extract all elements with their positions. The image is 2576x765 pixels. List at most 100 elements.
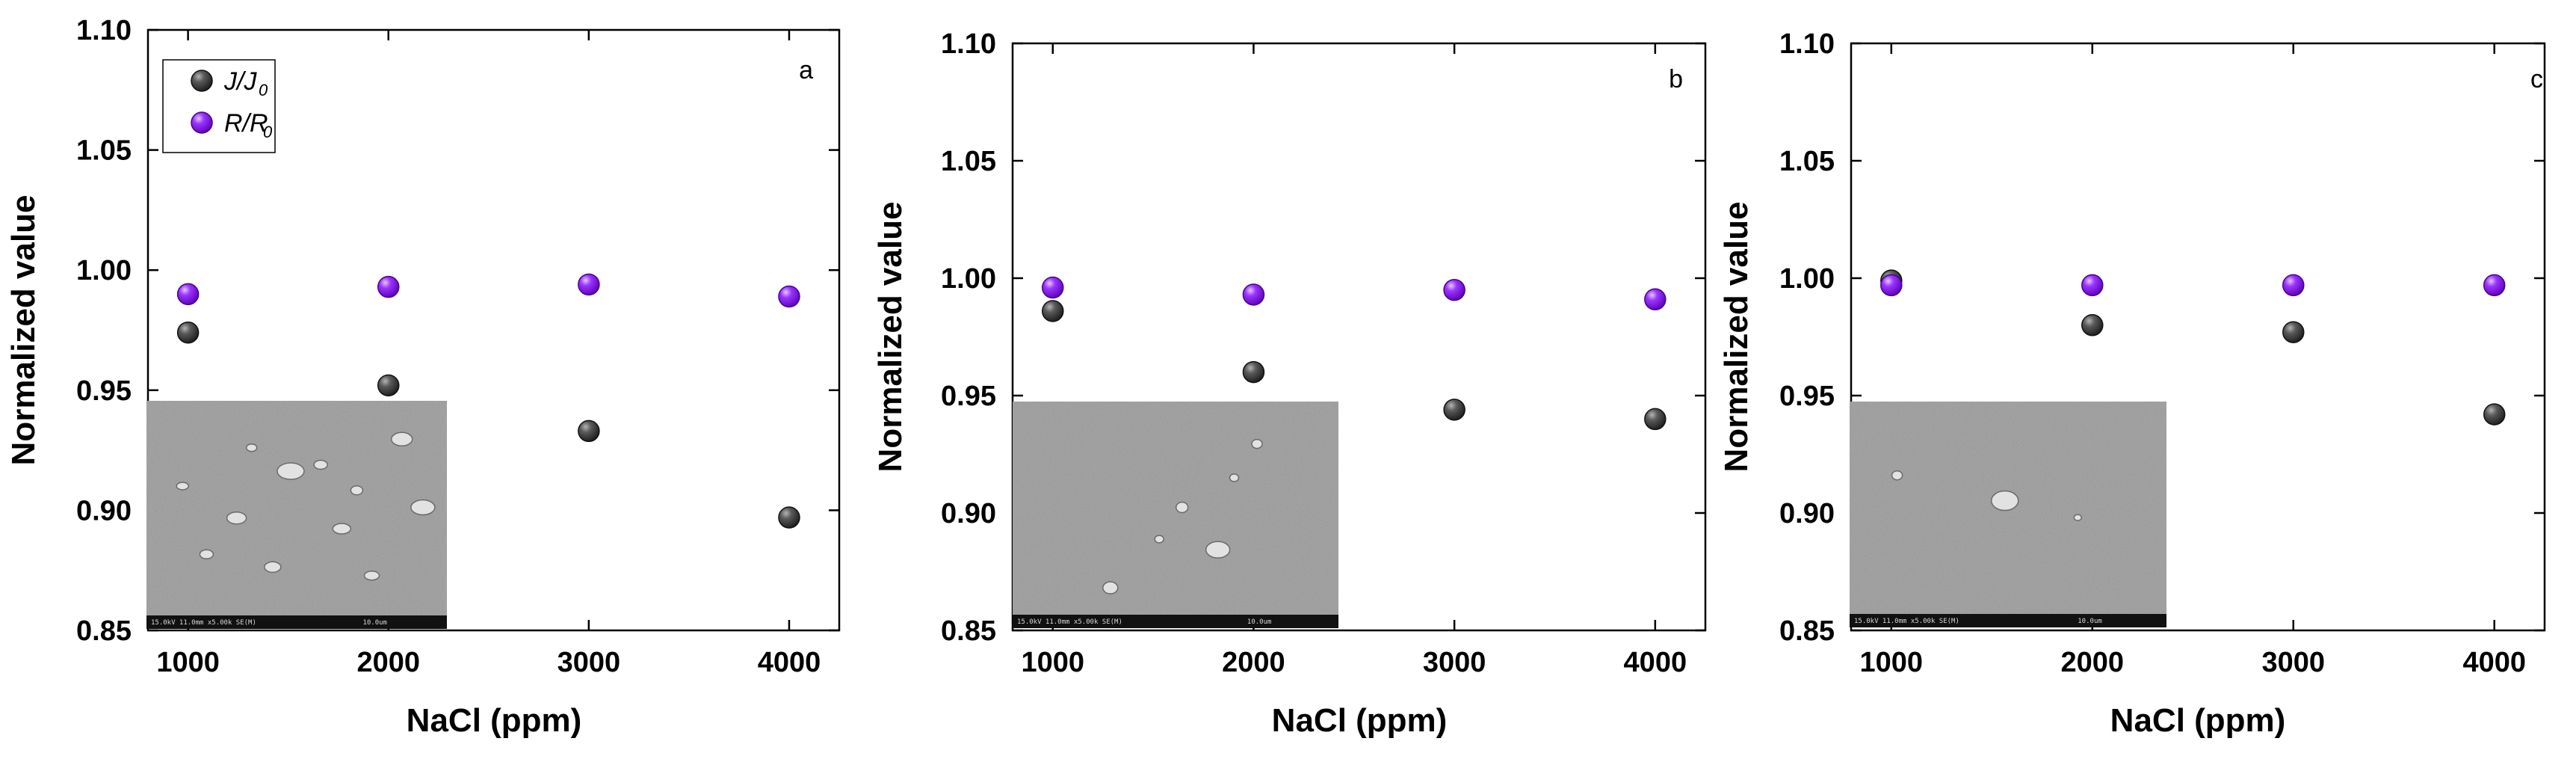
data-point-jj0 [2081, 314, 2104, 337]
legend-marker-jj0 [191, 70, 213, 92]
data-point-rr0 [778, 285, 800, 308]
sem-particle [363, 570, 380, 581]
sem-caption: 15.0kV 11.0mm x5.00k SE(M) [1017, 618, 1122, 626]
plot-frame [1011, 42, 1707, 632]
y-tick-label: 1.00 [941, 263, 996, 295]
x-tick-label: 1000 [1860, 647, 1924, 678]
data-point-rr0 [578, 273, 600, 296]
y-tick-label: 1.05 [941, 146, 996, 177]
sem-particle [264, 561, 282, 574]
sem-image-texture [1850, 402, 2166, 627]
sem-scale-label: 10.0um [2078, 618, 2102, 625]
x-tick-label: 4000 [1624, 647, 1687, 678]
data-point-jj0 [778, 506, 800, 529]
x-tick-label: 4000 [758, 647, 821, 678]
sem-particle [313, 459, 328, 470]
sem-inset: 15.0kV 11.0mm x5.00k SE(M) 10.0um [146, 401, 447, 629]
sem-particle [1205, 541, 1231, 559]
y-tick-label: 0.90 [1779, 498, 1835, 529]
y-tick-label: 0.85 [76, 615, 132, 647]
data-point-jj0 [377, 374, 400, 397]
data-point-rr0 [1880, 274, 1903, 297]
panel-letter: c [2530, 65, 2543, 93]
data-point-rr0 [1443, 278, 1465, 301]
y-tick-label: 0.95 [1779, 381, 1835, 412]
y-tick-label: 1.10 [76, 15, 132, 46]
data-point-rr0 [2483, 274, 2506, 297]
sem-caption: 15.0kV 11.0mm x5.00k SE(M) [151, 619, 256, 627]
legend-box [162, 59, 276, 153]
panel-letter: a [799, 56, 813, 85]
x-axis-title: NaCl (ppm) [2110, 702, 2286, 739]
sem-particle [1229, 473, 1240, 482]
data-point-rr0 [377, 275, 400, 298]
y-axis-title: Normalized value [5, 195, 42, 466]
y-tick-label: 0.90 [76, 495, 132, 526]
data-point-rr0 [1644, 288, 1667, 311]
sem-particle [1891, 470, 1903, 481]
data-point-jj0 [1443, 399, 1465, 421]
sem-particle [350, 485, 364, 496]
sem-particle [1102, 581, 1119, 595]
data-point-rr0 [2282, 274, 2305, 297]
plot-frame [1850, 42, 2546, 632]
y-tick-label: 1.05 [1779, 146, 1835, 177]
y-tick-label: 1.05 [76, 135, 132, 167]
data-point-rr0 [2081, 274, 2104, 297]
data-point-jj0 [1644, 408, 1667, 431]
x-tick-label: 1000 [156, 647, 220, 678]
legend-subscript: 0 [259, 81, 268, 99]
y-tick-label: 0.95 [941, 381, 996, 412]
sem-caption: 15.0kV 11.0mm x5.00k SE(M) [1854, 618, 1959, 625]
sem-particle [410, 499, 436, 516]
y-tick-label: 1.00 [76, 255, 132, 286]
data-point-jj0 [176, 321, 200, 344]
sem-inset: 15.0kV 11.0mm x5.00k SE(M) 10.0um [1850, 402, 2166, 627]
sem-particle [176, 482, 189, 491]
data-point-jj0 [2483, 403, 2506, 425]
y-tick-label: 0.90 [941, 498, 996, 529]
legend-label-jj0: J/J [223, 67, 257, 96]
y-tick-label: 1.00 [1779, 263, 1835, 295]
sem-info-bar [1850, 614, 2166, 627]
sem-particle [1991, 490, 2019, 511]
sem-info-bar [146, 615, 447, 629]
sem-inset: 15.0kV 11.0mm x5.00k SE(M) 10.0um [1013, 402, 1338, 628]
legend-label-rr0: R/R [224, 109, 268, 138]
x-tick-label: 2000 [2061, 647, 2125, 678]
data-point-jj0 [578, 420, 600, 443]
x-tick-label: 2000 [1222, 647, 1285, 678]
sem-particle [1251, 438, 1263, 449]
x-tick-label: 3000 [2261, 647, 2325, 678]
y-tick-label: 1.10 [941, 28, 996, 60]
y-axis-title: Normalized value [1718, 202, 1755, 473]
data-point-rr0 [176, 283, 200, 306]
sem-image-texture [1013, 402, 1338, 628]
sem-particle [2073, 514, 2083, 521]
plot-frame [146, 28, 841, 632]
sem-particle [1154, 535, 1164, 544]
legend-marker-rr0 [191, 111, 213, 134]
data-point-rr0 [1242, 283, 1265, 306]
legend-subscript: 0 [263, 123, 273, 141]
y-tick-label: 1.10 [1779, 28, 1835, 60]
x-tick-label: 2000 [356, 647, 420, 678]
sem-particle [199, 549, 214, 559]
chart-panel-c: 0.85 0.90 0.95 1.00 1.05 1.10 1000 2000 3000 4000… [1718, 28, 2546, 739]
legend: J/J 0R/R0 [162, 59, 276, 153]
y-tick-label: 0.85 [941, 615, 996, 647]
sem-info-bar [1013, 615, 1338, 628]
x-axis-title: NaCl (ppm) [407, 702, 582, 739]
sem-scale-label: 10.0um [362, 619, 387, 627]
y-tick-label: 0.95 [76, 375, 132, 407]
x-tick-label: 3000 [557, 647, 621, 678]
chart-panel-a: 0.85 0.90 0.95 1.00 1.05 1.10 1000 2000 3000 4000… [5, 15, 841, 739]
x-tick-label: 3000 [1423, 647, 1486, 678]
data-point-jj0 [1041, 300, 1064, 322]
sem-particle [245, 443, 258, 452]
x-tick-label: 1000 [1021, 647, 1084, 678]
sem-particle [226, 511, 247, 525]
panel-letter: b [1669, 65, 1683, 93]
sem-particle [332, 523, 352, 535]
